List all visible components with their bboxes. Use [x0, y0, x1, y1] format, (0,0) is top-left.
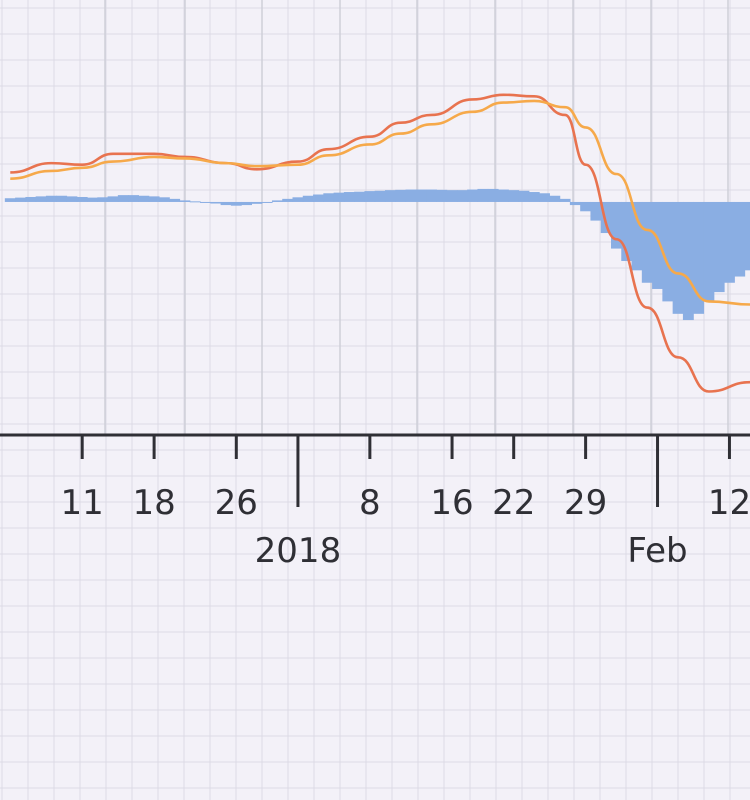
histogram-bar [323, 193, 335, 202]
x-tick-label: 22 [492, 483, 535, 523]
histogram-bar [446, 190, 458, 202]
histogram-bar [292, 197, 304, 202]
x-axis-labels: 11 18 26 8 16 22 29 12 2018 Feb [61, 483, 750, 571]
histogram-bar [713, 201, 725, 293]
histogram-bar [138, 195, 150, 202]
x-axis [0, 433, 750, 507]
histogram-bar [158, 197, 170, 202]
histogram-bar [734, 201, 746, 277]
x-tick-label: 16 [430, 483, 473, 523]
histogram-bar [15, 197, 26, 202]
histogram-bar [693, 201, 705, 314]
histogram-bar [148, 196, 160, 202]
histogram-bar [45, 195, 57, 202]
histogram-bar [456, 190, 468, 202]
histogram-bar [230, 201, 242, 206]
histogram-bar [682, 201, 694, 321]
histogram-bar [313, 194, 324, 202]
histogram-bar [744, 201, 750, 271]
histogram-bar [169, 198, 181, 202]
histogram-bar [631, 201, 643, 271]
series-line-fast [10, 93, 750, 393]
histogram-bar [611, 201, 622, 249]
histogram-bar [590, 201, 602, 221]
histogram-bar [436, 189, 448, 202]
histogram-bar [343, 192, 355, 202]
histogram-bar [580, 201, 592, 212]
histogram-bars [4, 188, 750, 321]
histogram-bar [497, 189, 509, 202]
histogram-bar [97, 197, 109, 202]
histogram-bar [66, 196, 78, 202]
histogram-bar [189, 201, 201, 203]
histogram-bar [107, 196, 119, 202]
x-tick-label: 29 [564, 483, 607, 523]
histogram-bar [354, 191, 366, 202]
series-line-slow [10, 99, 750, 306]
histogram-bar [415, 189, 427, 202]
series-lines [10, 93, 750, 393]
histogram-bar [179, 200, 191, 202]
x-tick-label: 11 [61, 483, 104, 523]
histogram-bar [652, 201, 663, 289]
histogram-bar [4, 198, 16, 202]
x-tick-label: 8 [359, 483, 381, 523]
histogram-bar [528, 192, 540, 202]
histogram-bar [662, 201, 674, 302]
x-major-tick-label: Feb [627, 531, 687, 571]
histogram-bar [128, 195, 139, 202]
histogram-bar [559, 198, 571, 202]
histogram-bar [200, 201, 211, 203]
histogram-bar [426, 189, 437, 202]
histogram-bar [35, 196, 47, 202]
histogram-bar [210, 201, 222, 204]
histogram-bar [539, 193, 550, 202]
histogram-bar [724, 201, 735, 283]
histogram-bar [487, 188, 499, 202]
x-major-tick-label: 2018 [255, 531, 342, 571]
x-tick-label: 26 [215, 483, 258, 523]
x-tick-label: 12 [708, 483, 750, 523]
histogram-bar [672, 201, 684, 314]
histogram-bar [87, 197, 98, 202]
histogram-bar [518, 190, 530, 202]
histogram-bar [703, 201, 715, 302]
histogram-bar [220, 201, 232, 206]
histogram-bar [76, 196, 88, 202]
x-tick-label: 18 [132, 483, 175, 523]
histogram-bar [282, 198, 294, 202]
histogram-bar [384, 190, 396, 202]
histogram-bar [241, 201, 253, 206]
histogram-bar [25, 196, 37, 202]
histogram-bar [395, 189, 407, 202]
histogram-bar [117, 195, 129, 202]
histogram-bar [405, 189, 417, 202]
histogram-bar [261, 201, 273, 203]
histogram-bar [333, 192, 345, 202]
histogram-bar [621, 201, 633, 261]
histogram-bar [56, 195, 68, 202]
histogram-bar [600, 201, 612, 234]
histogram-bar [251, 201, 263, 204]
histogram-bar [364, 191, 376, 202]
histogram-bar [641, 201, 653, 283]
histogram-bar [508, 190, 520, 202]
histogram-bar [467, 189, 479, 202]
histogram-bar [569, 201, 581, 206]
histogram-bar [549, 195, 561, 202]
histogram-bar [271, 200, 283, 202]
histogram-bar [302, 195, 314, 202]
histogram-bar [477, 188, 489, 202]
histogram-bar [374, 190, 386, 202]
